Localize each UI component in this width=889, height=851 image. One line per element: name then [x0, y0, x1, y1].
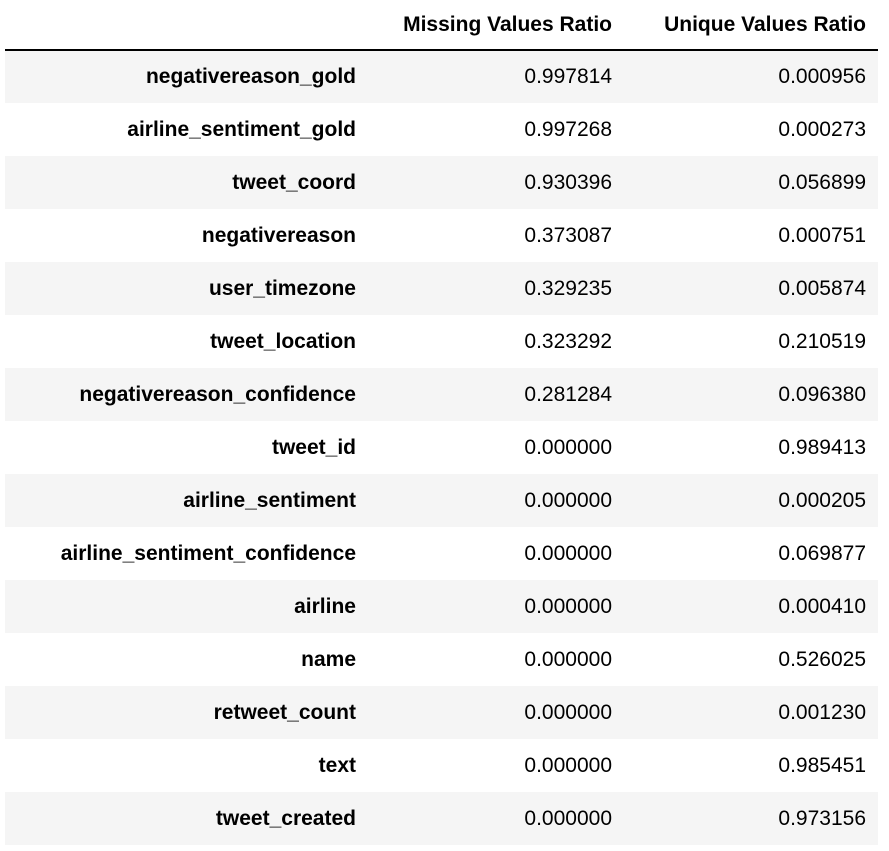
table-row: airline_sentiment_confidence 0.000000 0.… [5, 527, 878, 580]
table-row: retweet_count 0.000000 0.001230 [5, 686, 878, 739]
unique-value-cell: 0.000410 [778, 594, 866, 618]
row-index-label: tweet_id [271, 435, 356, 459]
index-header-blank [5, 0, 362, 51]
table-row: tweet_created 0.000000 0.973156 [5, 792, 878, 845]
header-row: Missing Values Ratio Unique Values Ratio [5, 0, 878, 51]
unique-value-cell: 0.096380 [778, 382, 866, 406]
row-index-label: tweet_coord [232, 170, 356, 194]
unique-value-cell: 0.000956 [778, 65, 866, 88]
missing-value-cell: 0.000000 [524, 700, 612, 724]
table-row: tweet_id 0.000000 0.989413 [5, 421, 878, 474]
table-row: airline_sentiment 0.000000 0.000205 [5, 474, 878, 527]
unique-value-cell: 0.526025 [778, 647, 866, 671]
missing-value-cell: 0.000000 [524, 435, 612, 459]
table-row: tweet_location 0.323292 0.210519 [5, 315, 878, 368]
missing-value-cell: 0.329235 [524, 276, 612, 300]
column-header-unique: Unique Values Ratio [624, 0, 878, 51]
unique-value-cell: 0.210519 [778, 329, 866, 353]
unique-value-cell: 0.005874 [778, 276, 866, 300]
row-index-label: airline_sentiment_confidence [60, 541, 356, 565]
missing-value-cell: 0.000000 [524, 753, 612, 777]
row-index-label: user_timezone [208, 276, 356, 300]
unique-value-cell: 0.056899 [778, 170, 866, 194]
row-index-label: airline_sentiment_gold [127, 117, 356, 141]
row-index-label: negativereason_confidence [79, 382, 356, 406]
missing-value-cell: 0.000000 [524, 647, 612, 671]
unique-value-cell: 0.989413 [778, 435, 866, 459]
unique-value-cell: 0.000205 [778, 488, 866, 512]
table-body: negativereason_gold 0.997814 0.000956 ai… [5, 50, 878, 845]
table-row: user_timezone 0.329235 0.005874 [5, 262, 878, 315]
row-index-label: tweet_created [215, 806, 356, 830]
missing-value-cell: 0.000000 [524, 541, 612, 565]
table-row: negativereason_gold 0.997814 0.000956 [5, 50, 878, 103]
row-index-label: negativereason [201, 223, 356, 247]
table-row: airline 0.000000 0.000410 [5, 580, 878, 633]
row-index-label: negativereason_gold [145, 65, 356, 88]
missing-value-cell: 0.997814 [524, 65, 612, 88]
missing-value-cell: 0.281284 [524, 382, 612, 406]
missing-value-cell: 0.930396 [524, 170, 612, 194]
table-row: negativereason_confidence 0.281284 0.096… [5, 368, 878, 421]
table-row: airline_sentiment_gold 0.997268 0.000273 [5, 103, 878, 156]
row-index-label: name [301, 647, 356, 671]
missing-value-cell: 0.997268 [524, 117, 612, 141]
missing-value-cell: 0.000000 [524, 806, 612, 830]
column-header-missing: Missing Values Ratio [362, 0, 624, 51]
unique-value-cell: 0.001230 [778, 700, 866, 724]
unique-value-cell: 0.069877 [778, 541, 866, 565]
table-header: Missing Values Ratio Unique Values Ratio [5, 0, 878, 51]
row-index-label: airline_sentiment [183, 488, 356, 512]
missing-value-cell: 0.000000 [524, 488, 612, 512]
unique-value-cell: 0.000273 [778, 117, 866, 141]
table-row: negativereason 0.373087 0.000751 [5, 209, 878, 262]
unique-value-cell: 0.973156 [778, 806, 866, 830]
table-row: tweet_coord 0.930396 0.056899 [5, 156, 878, 209]
row-index-label: tweet_location [210, 329, 356, 353]
unique-value-cell: 0.000751 [778, 223, 866, 247]
row-index-label: airline [294, 594, 356, 618]
row-index-label: retweet_count [213, 700, 356, 724]
row-index-label: text [318, 753, 356, 777]
missing-unique-ratio-table: Missing Values Ratio Unique Values Ratio… [5, 0, 878, 845]
missing-value-cell: 0.000000 [524, 594, 612, 618]
missing-value-cell: 0.323292 [524, 329, 612, 353]
unique-value-cell: 0.985451 [778, 753, 866, 777]
missing-value-cell: 0.373087 [524, 223, 612, 247]
table-row: name 0.000000 0.526025 [5, 633, 878, 686]
table-row: text 0.000000 0.985451 [5, 739, 878, 792]
